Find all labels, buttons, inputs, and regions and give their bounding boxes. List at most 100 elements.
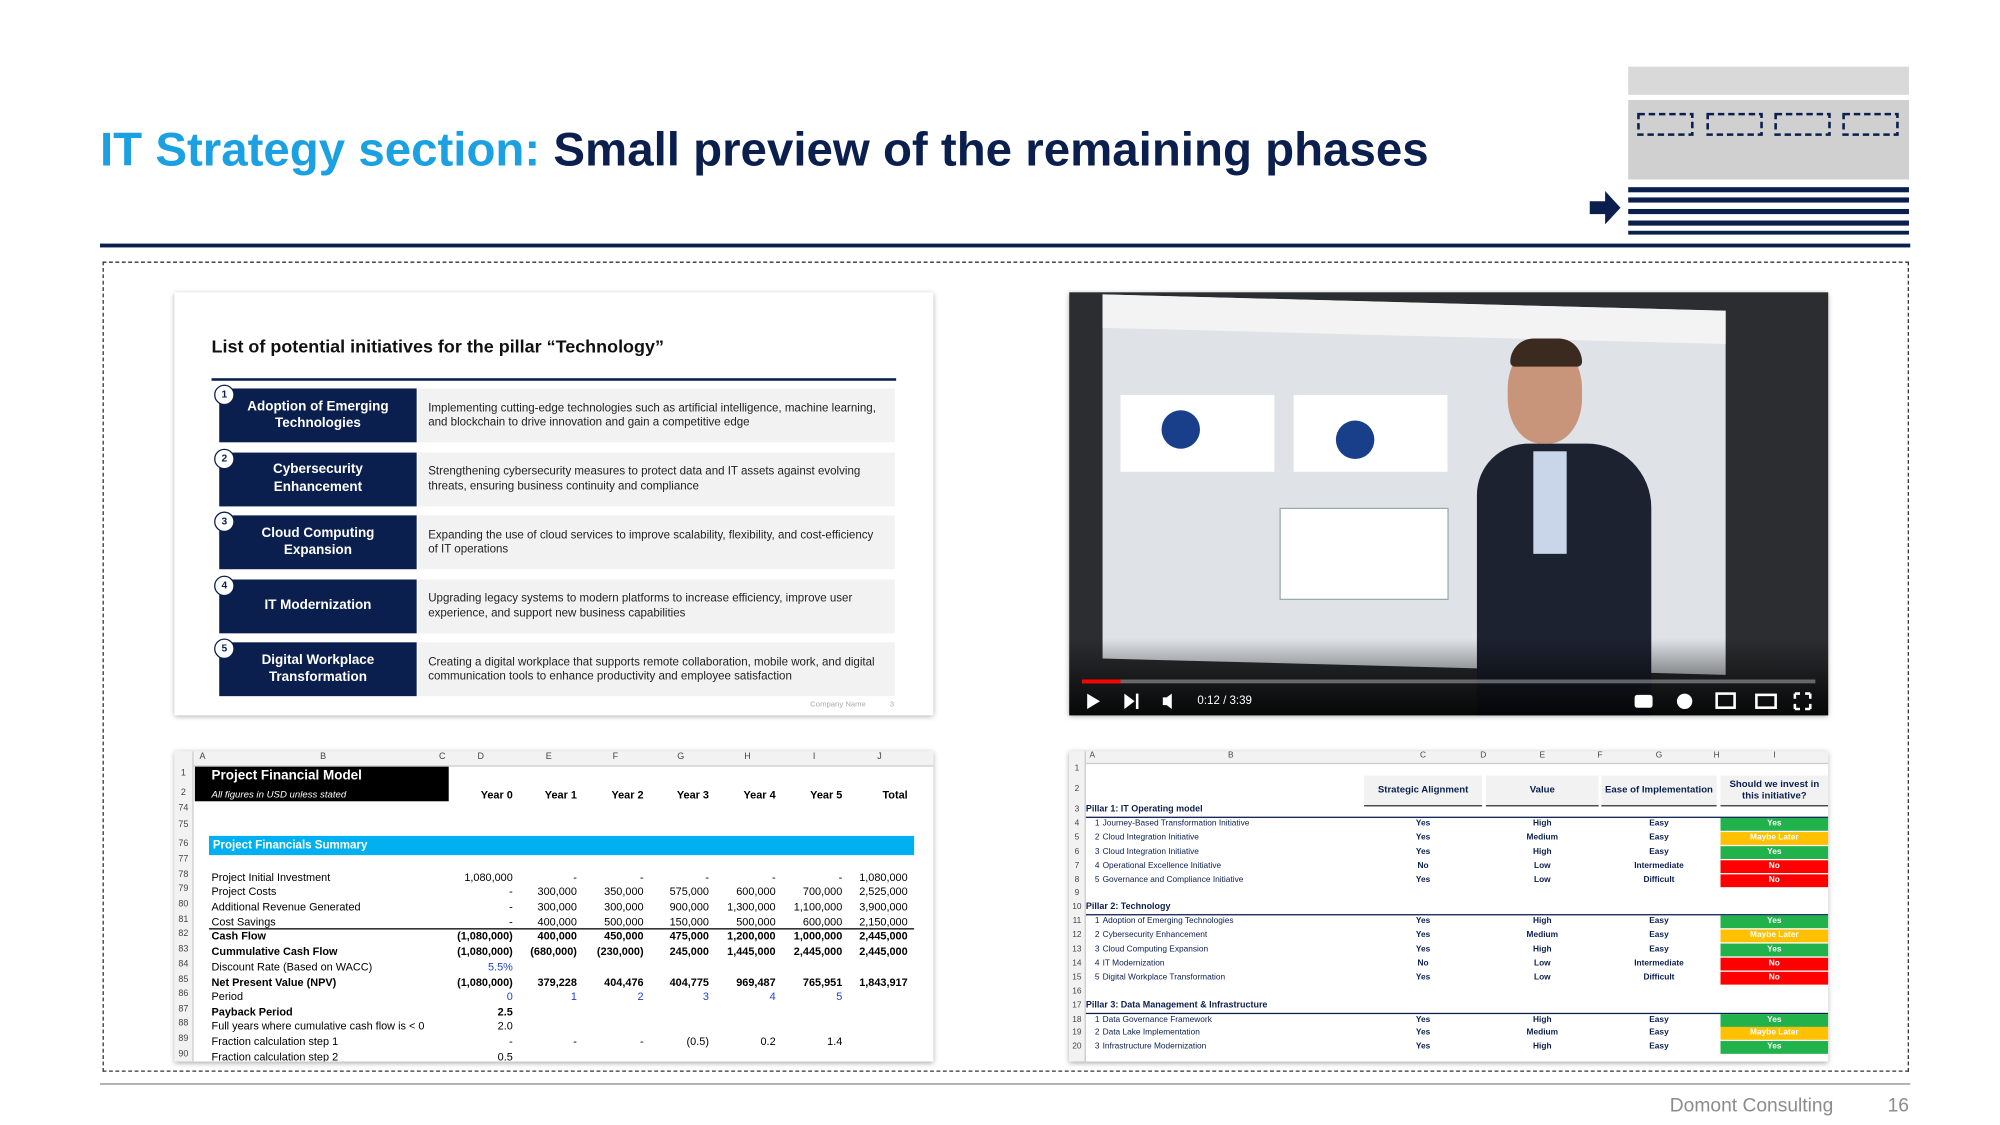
- row-value: (1,080,000): [457, 929, 513, 943]
- year-header: Year 5: [810, 788, 843, 802]
- pillar-rule: [1085, 914, 1829, 916]
- icon-box: [1628, 99, 1909, 180]
- section-title: Project Financials Summary: [212, 838, 368, 852]
- row-number: 12: [1072, 930, 1082, 940]
- row-number: 75: [178, 820, 189, 830]
- row-number: 87: [178, 1005, 189, 1015]
- column-letter: G: [1655, 751, 1663, 761]
- theater-button[interactable]: [1755, 693, 1777, 709]
- row-number: 8: [1074, 874, 1080, 884]
- preview-frame: [102, 261, 1909, 1072]
- row-label: Fraction calculation step 2: [211, 1049, 339, 1062]
- row-value: -: [639, 870, 644, 884]
- row-value: 404,476: [604, 975, 644, 989]
- row-number: 83: [178, 944, 189, 954]
- row-value: -: [509, 884, 513, 898]
- rating: Easy: [1649, 930, 1669, 940]
- year-header: Year 3: [676, 788, 709, 802]
- column-letter: D: [477, 752, 485, 762]
- row-value: 1,300,000: [727, 899, 776, 913]
- invest-decision: No: [1720, 873, 1829, 887]
- row-value: 1: [570, 989, 577, 1003]
- invest-decision: Maybe Later: [1720, 831, 1829, 845]
- settings-button[interactable]: [1676, 693, 1693, 709]
- video-controls: [1087, 692, 1812, 711]
- row-value: (0.5): [686, 1034, 709, 1048]
- video-person-shirt: [1533, 451, 1567, 554]
- row-label: Discount Rate (Based on WACC): [211, 960, 373, 974]
- initiative-name: Adoption of Emerging Technologies: [219, 388, 417, 443]
- row-label: Cash Flow: [211, 929, 267, 943]
- row-value: 2,150,000: [859, 915, 908, 929]
- initiative-no: 3: [1094, 1042, 1100, 1052]
- column-heading: Value: [1485, 775, 1599, 807]
- video-person-hair: [1510, 338, 1583, 367]
- row-number: 18: [1072, 1014, 1082, 1024]
- row-number: 15: [1072, 972, 1082, 982]
- rating: Easy: [1649, 1042, 1669, 1052]
- video-progress-played: [1082, 679, 1121, 684]
- rating: Medium: [1526, 833, 1559, 843]
- row-number: 86: [178, 989, 189, 999]
- icon-arrow: [1589, 191, 1621, 225]
- invest-decision: No: [1720, 859, 1829, 873]
- row-label: Fraction calculation step 1: [211, 1034, 339, 1048]
- video-venn: [1335, 420, 1375, 459]
- rating: High: [1533, 944, 1552, 954]
- row-number: 90: [178, 1049, 189, 1059]
- initiative-name: Cybersecurity Enhancement: [1102, 930, 1208, 940]
- row-value: 1,080,000: [464, 870, 513, 884]
- row-number: 14: [1072, 958, 1082, 968]
- row-value: 379,228: [537, 975, 577, 989]
- play-button[interactable]: [1087, 693, 1100, 709]
- row-value: 245,000: [669, 944, 709, 958]
- rating: Medium: [1526, 1028, 1559, 1038]
- row-number: 74: [178, 803, 189, 813]
- row-value: (1,080,000): [457, 944, 513, 958]
- invest-decision: Yes: [1720, 1041, 1829, 1055]
- initiative-name: Cloud Integration Initiative: [1102, 847, 1199, 857]
- column-letter: J: [877, 752, 882, 762]
- invest-decision: Yes: [1720, 943, 1829, 957]
- miniplayer-button[interactable]: [1715, 692, 1736, 709]
- column-letter: H: [744, 752, 751, 762]
- row-value: 350,000: [604, 884, 644, 898]
- row-value: 600,000: [802, 915, 843, 929]
- captions-button[interactable]: [1634, 694, 1653, 708]
- row-number: 1: [180, 769, 186, 779]
- sum-rule: [208, 928, 915, 930]
- row-value: 475,000: [669, 929, 709, 943]
- rating: Intermediate: [1634, 958, 1684, 968]
- rating: Intermediate: [1634, 861, 1684, 870]
- column-heading: Strategic Alignment: [1364, 775, 1483, 807]
- rating: Medium: [1526, 930, 1559, 940]
- initiative-no: 1: [1094, 916, 1100, 926]
- column-letter: C: [1420, 751, 1427, 761]
- pillar-title: Pillar 3: Data Management & Infrastructu…: [1085, 1000, 1268, 1010]
- next-button[interactable]: [1124, 693, 1139, 709]
- row-number: 13: [1072, 944, 1082, 954]
- section-bar: [208, 835, 915, 856]
- initiative-name: Adoption of Emerging Technologies: [1102, 916, 1234, 926]
- column-letter: F: [612, 752, 619, 762]
- model-subtitle: All figures in USD unless stated: [211, 788, 347, 800]
- row-number: 82: [178, 929, 189, 939]
- rating: Yes: [1415, 930, 1431, 940]
- rating: Yes: [1415, 1014, 1431, 1024]
- column-letter: E: [1539, 751, 1546, 761]
- row-value: -: [509, 1034, 513, 1048]
- volume-button[interactable]: [1162, 693, 1172, 709]
- invest-decision: Yes: [1720, 845, 1829, 859]
- fullscreen-button[interactable]: [1793, 692, 1812, 711]
- row-value: 2.5: [497, 1005, 513, 1018]
- column-letter: H: [1713, 751, 1720, 761]
- initiative-description: Creating a digital workplace that suppor…: [417, 642, 895, 697]
- invest-decision: Yes: [1720, 817, 1829, 831]
- footer-company: Domont Consulting: [1669, 1094, 1834, 1117]
- row-value: (230,000): [596, 944, 644, 958]
- rating: Yes: [1415, 1028, 1431, 1038]
- rating: Yes: [1415, 847, 1431, 857]
- initiative-number: 1: [214, 384, 235, 406]
- initiative-description: Strengthening cybersecurity measures to …: [417, 451, 895, 506]
- initiative-name: Journey-Based Transformation Initiative: [1102, 819, 1250, 829]
